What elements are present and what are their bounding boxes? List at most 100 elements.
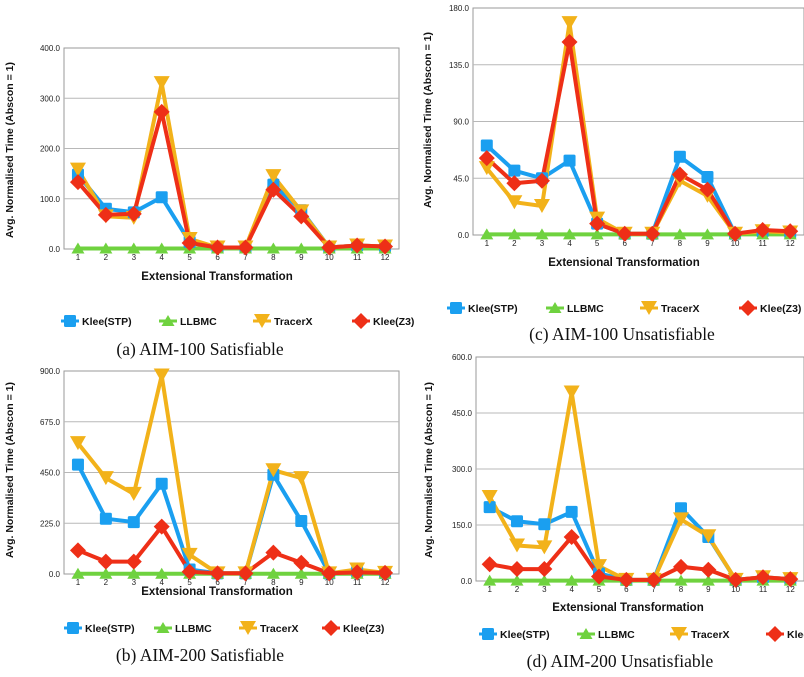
data-point-kleestp	[99, 512, 112, 525]
legend-label: TracerX	[260, 623, 299, 635]
data-point-kleestp	[565, 505, 578, 518]
x-tick-label: 1	[76, 578, 81, 587]
data-point-kleez3	[727, 571, 744, 588]
data-point-kleestp	[675, 502, 687, 515]
data-point-kleez3	[755, 569, 771, 586]
data-point-kleestp	[563, 154, 576, 167]
y-tick-label: 900.0	[40, 367, 61, 376]
data-point-tracerx	[153, 368, 170, 383]
x-tick-label: 12	[786, 239, 795, 248]
data-point-llbmc	[294, 242, 308, 254]
y-tick-label: 0.0	[49, 570, 61, 579]
x-tick-label: 7	[243, 578, 248, 587]
y-tick-label: 400.0	[40, 44, 61, 53]
data-point-kleez3	[377, 564, 394, 581]
x-tick-label: 8	[271, 578, 276, 587]
y-tick-label: 200.0	[40, 145, 61, 154]
data-point-tracerx	[700, 529, 717, 544]
legend-marker	[254, 314, 270, 328]
x-tick-label: 4	[569, 585, 574, 594]
data-point-kleez3	[293, 554, 310, 571]
data-point-kleez3	[209, 239, 226, 256]
x-tick-label: 10	[325, 253, 334, 262]
legend-label: TracerX	[691, 629, 730, 641]
data-point-kleez3	[377, 238, 394, 255]
data-point-kleez3	[644, 225, 661, 242]
data-point-tracerx	[481, 490, 498, 504]
data-point-kleez3	[533, 172, 550, 189]
data-point-tracerx	[69, 162, 86, 177]
y-tick-label: 225.0	[40, 519, 61, 528]
x-tick-label: 3	[540, 239, 545, 248]
data-point-llbmc	[673, 228, 687, 240]
y-tick-label: 450.0	[40, 469, 61, 478]
x-tick-label: 9	[299, 578, 304, 587]
data-point-llbmc	[127, 242, 141, 254]
legend-marker	[240, 621, 256, 635]
data-point-llbmc	[99, 567, 113, 579]
data-point-tracerx	[181, 547, 198, 562]
x-axis-title: Extensional Transformation	[141, 586, 292, 598]
y-tick-label: 450.0	[452, 409, 473, 418]
data-point-llbmc	[99, 242, 113, 254]
y-tick-label: 300.0	[452, 465, 473, 474]
data-point-kleez3	[671, 166, 688, 183]
data-point-kleez3	[125, 205, 142, 222]
data-point-kleez3	[153, 103, 170, 120]
legend: Klee(STP) LLBMC TracerX Klee(Z3)	[64, 620, 384, 636]
x-tick-label: 4	[159, 578, 164, 587]
data-point-kleez3	[561, 34, 578, 51]
y-tick-label: 0.0	[461, 577, 473, 586]
x-tick-label: 5	[187, 578, 192, 587]
data-point-kleestp	[508, 164, 521, 177]
data-point-llbmc	[294, 567, 308, 579]
data-point-llbmc	[155, 242, 169, 254]
legend-label: Klee(Z3)	[343, 623, 384, 635]
x-tick-label: 7	[650, 239, 655, 248]
data-point-tracerx	[673, 512, 689, 527]
x-tick-label: 4	[159, 253, 164, 262]
x-tick-label: 10	[325, 578, 334, 587]
data-point-llbmc	[71, 242, 85, 254]
x-tick-label: 9	[706, 585, 711, 594]
data-point-kleez3	[97, 206, 114, 223]
legend-label: Klee(STP)	[468, 303, 518, 315]
data-point-kleez3	[69, 174, 86, 191]
data-point-kleez3	[509, 561, 525, 578]
data-point-kleez3	[153, 518, 170, 535]
x-tick-label: 3	[542, 585, 547, 594]
x-tick-label: 9	[705, 239, 710, 248]
data-point-kleez3	[237, 239, 254, 256]
x-tick-label: 7	[243, 253, 248, 262]
x-tick-label: 5	[597, 585, 602, 594]
data-point-tracerx	[561, 16, 578, 31]
data-point-kleez3	[321, 565, 338, 582]
data-point-kleestp	[480, 139, 493, 152]
data-point-llbmc	[71, 567, 85, 579]
data-point-kleestp	[673, 150, 686, 163]
legend-marker	[548, 302, 562, 313]
data-point-kleez3	[700, 561, 717, 578]
legend-label: Klee(Z3)	[760, 303, 801, 315]
data-point-kleez3	[699, 181, 716, 198]
data-point-kleestp	[155, 477, 168, 490]
data-point-llbmc	[535, 228, 549, 240]
x-tick-label: 3	[132, 578, 137, 587]
x-tick-label: 11	[353, 253, 362, 262]
data-point-kleez3	[293, 208, 310, 225]
data-point-tracerx	[97, 471, 114, 486]
data-point-kleez3	[209, 565, 226, 582]
data-point-kleestp	[127, 516, 140, 529]
y-tick-label: 90.0	[453, 118, 469, 127]
y-tick-label: 675.0	[40, 418, 61, 427]
x-tick-label: 11	[758, 239, 767, 248]
legend-marker	[767, 626, 783, 642]
caption: (c) AIM-100 Unsatisfiable	[529, 324, 715, 344]
data-point-kleez3	[506, 175, 523, 192]
legend-marker	[482, 628, 494, 640]
data-point-tracerx	[509, 538, 525, 553]
y-tick-label: 180.0	[449, 4, 470, 13]
legend-marker	[450, 302, 462, 314]
y-tick-label: 45.0	[453, 174, 469, 183]
